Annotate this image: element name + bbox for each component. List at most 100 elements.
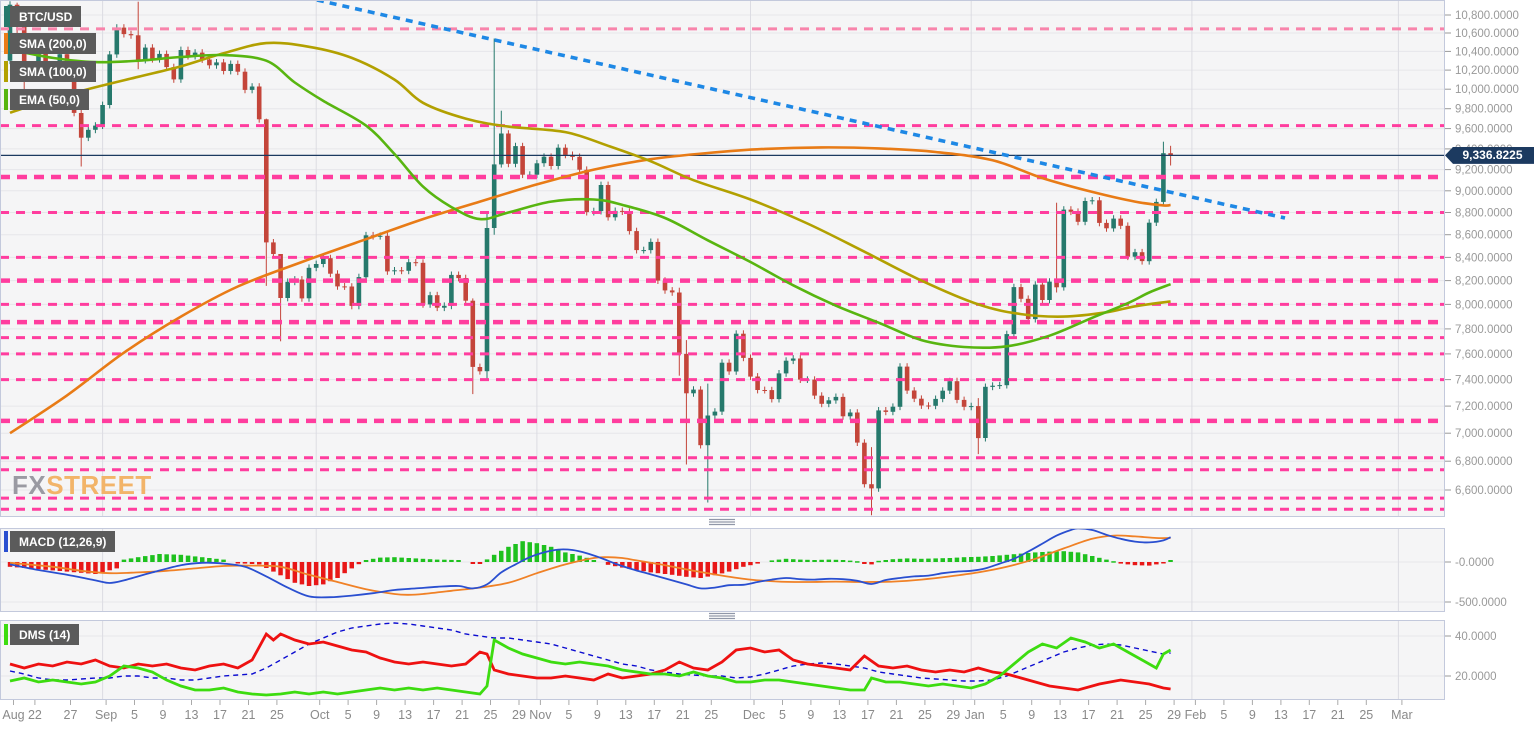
candle-body[interactable] [563,147,568,155]
candle-body[interactable] [185,50,191,57]
candle-body[interactable] [876,410,881,489]
candle-body[interactable] [135,35,141,60]
candle-body[interactable] [249,86,255,90]
candle-body[interactable] [107,54,112,105]
candle-body[interactable] [812,379,817,396]
candle-body[interactable] [7,4,13,61]
candle-body[interactable] [1047,281,1052,300]
candle-body[interactable] [1146,222,1152,262]
candle-body[interactable] [442,305,447,308]
legend-item-macd[interactable]: MACD (12,26,9) [4,531,116,552]
candle-body[interactable] [228,63,233,71]
candle-body[interactable] [121,27,127,35]
candle-body[interactable] [406,262,411,271]
candle-body[interactable] [598,185,604,212]
candle-body[interactable] [1061,209,1067,288]
candle-body[interactable] [399,270,404,272]
candle-body[interactable] [869,484,874,489]
candle-body[interactable] [256,86,262,120]
candle-body[interactable] [748,357,753,377]
candle-body[interactable] [356,277,362,306]
candle-body[interactable] [306,267,312,299]
candle-body[interactable] [548,156,554,166]
candle-body[interactable] [840,396,846,417]
candle-body[interactable] [1111,218,1116,229]
candle-body[interactable] [655,241,661,281]
candle-body[interactable] [1118,218,1123,226]
candle-body[interactable] [705,415,711,446]
descending-trendline[interactable] [316,0,1286,220]
adx-line[interactable] [9,622,1171,682]
candle-body[interactable] [477,367,483,372]
candle-body[interactable] [1040,284,1045,300]
candle-body[interactable] [954,381,960,400]
candle-body[interactable] [648,241,654,251]
candle-body[interactable] [883,410,889,412]
sma200-line[interactable] [9,146,1171,435]
candle-body[interactable] [235,63,241,72]
candle-body[interactable] [463,278,468,301]
candle-body[interactable] [997,385,1002,387]
candle-body[interactable] [541,156,547,164]
candle-body[interactable] [534,163,540,175]
candle-body[interactable] [684,353,689,394]
candle-body[interactable] [470,300,476,367]
candle-body[interactable] [321,258,326,264]
candle-body[interactable] [242,71,248,90]
candle-body[interactable] [520,146,525,175]
candle-body[interactable] [164,53,169,68]
sma100-line[interactable] [9,41,1171,318]
candle-body[interactable] [1082,201,1088,222]
candle-body[interactable] [392,270,397,272]
candle-body[interactable] [449,274,454,306]
candle-body[interactable] [434,295,440,308]
candle-body[interactable] [342,286,347,288]
candle-body[interactable] [1125,225,1131,257]
candle-body[interactable] [1033,284,1038,320]
candle-body[interactable] [620,210,625,212]
candle-body[interactable] [790,358,796,361]
candle-body[interactable] [171,67,177,80]
candle-body[interactable] [128,34,134,36]
candle-body[interactable] [1168,153,1173,156]
candle-body[interactable] [933,398,938,406]
candle-body[interactable] [313,264,319,268]
candle-body[interactable] [363,235,369,278]
candle-body[interactable] [328,258,333,274]
candle-body[interactable] [968,406,974,408]
candle-body[interactable] [178,50,184,80]
candle-body[interactable] [499,133,504,165]
candle-body[interactable] [769,390,775,400]
candle-body[interactable] [762,390,767,391]
legend-item-sma100[interactable]: SMA (100,0) [4,61,96,82]
candle-body[interactable] [420,262,426,305]
candle-body[interactable] [192,52,198,57]
candle-body[interactable] [940,390,945,399]
candle-body[interactable] [93,125,98,130]
candle-body[interactable] [862,442,867,485]
candle-body[interactable] [114,27,120,55]
candle-body[interactable] [143,47,148,60]
candle-body[interactable] [1075,211,1081,222]
candle-body[interactable] [157,53,162,60]
candle-body[interactable] [641,250,646,252]
candle-body[interactable] [377,235,383,237]
candle-body[interactable] [691,389,696,394]
candle-body[interactable] [1097,200,1102,223]
candle-body[interactable] [278,254,283,298]
di-minus-line[interactable] [9,631,1171,692]
candle-body[interactable] [413,262,419,264]
candle-body[interactable] [1054,281,1059,288]
candle-body[interactable] [798,358,803,380]
candle-body[interactable] [911,390,917,399]
candle-body[interactable] [612,210,618,218]
macd-line[interactable] [9,528,1171,599]
candle-body[interactable] [826,400,832,404]
candle-body[interactable] [221,62,226,71]
candle-body[interactable] [983,386,988,438]
candle-body[interactable] [456,274,461,279]
candle-body[interactable] [662,280,668,291]
candle-body[interactable] [819,395,824,404]
candle-body[interactable] [214,62,219,66]
